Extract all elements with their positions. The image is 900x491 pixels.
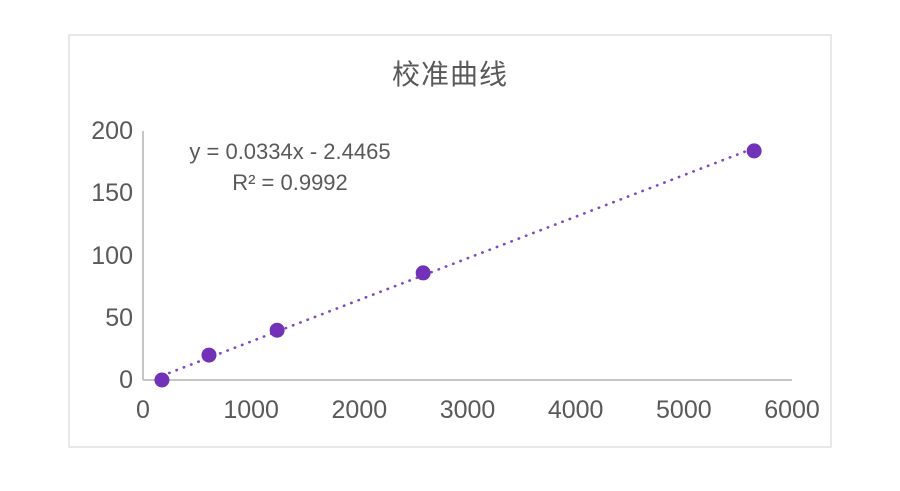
trendline-equation-text: y = 0.0334x - 2.4465 — [189, 139, 391, 164]
data-point-marker — [154, 372, 170, 388]
data-point-marker — [746, 143, 762, 159]
data-point-marker — [269, 322, 285, 338]
chart-frame: 校准曲线 y = 0.0334x - 2.4465 R² = 0.9992 0 5… — [68, 34, 832, 448]
r-squared-text: R² = 0.9992 — [232, 170, 348, 195]
chart-title: 校准曲线 — [391, 59, 508, 90]
x-axis-tick-label: 0 — [136, 396, 150, 424]
y-axis-tick-label: 150 — [91, 179, 133, 208]
trendline-equation-block: y = 0.0334x - 2.4465 R² = 0.9992 — [140, 136, 440, 198]
data-point-marker — [201, 347, 217, 363]
plot-area — [142, 131, 792, 388]
x-axis-tick-label: 6000 — [764, 396, 820, 424]
y-axis-tick-label: 50 — [105, 303, 133, 332]
y-axis-tick-label: 100 — [91, 241, 133, 270]
y-axis-tick-label: 0 — [119, 366, 133, 394]
data-points-layer — [154, 143, 762, 388]
x-axis-tick-label: 2000 — [331, 396, 388, 424]
trendline-dotted — [160, 146, 756, 378]
x-axis-tick-label: 4000 — [547, 396, 604, 424]
x-axis-tick-label: 5000 — [656, 396, 712, 424]
data-point-marker — [415, 265, 431, 281]
y-axis-tick-label: 200 — [91, 117, 133, 145]
trendline-layer — [160, 146, 756, 378]
x-axis-tick-label: 1000 — [223, 396, 279, 424]
x-axis-tick-label: 3000 — [439, 396, 496, 424]
